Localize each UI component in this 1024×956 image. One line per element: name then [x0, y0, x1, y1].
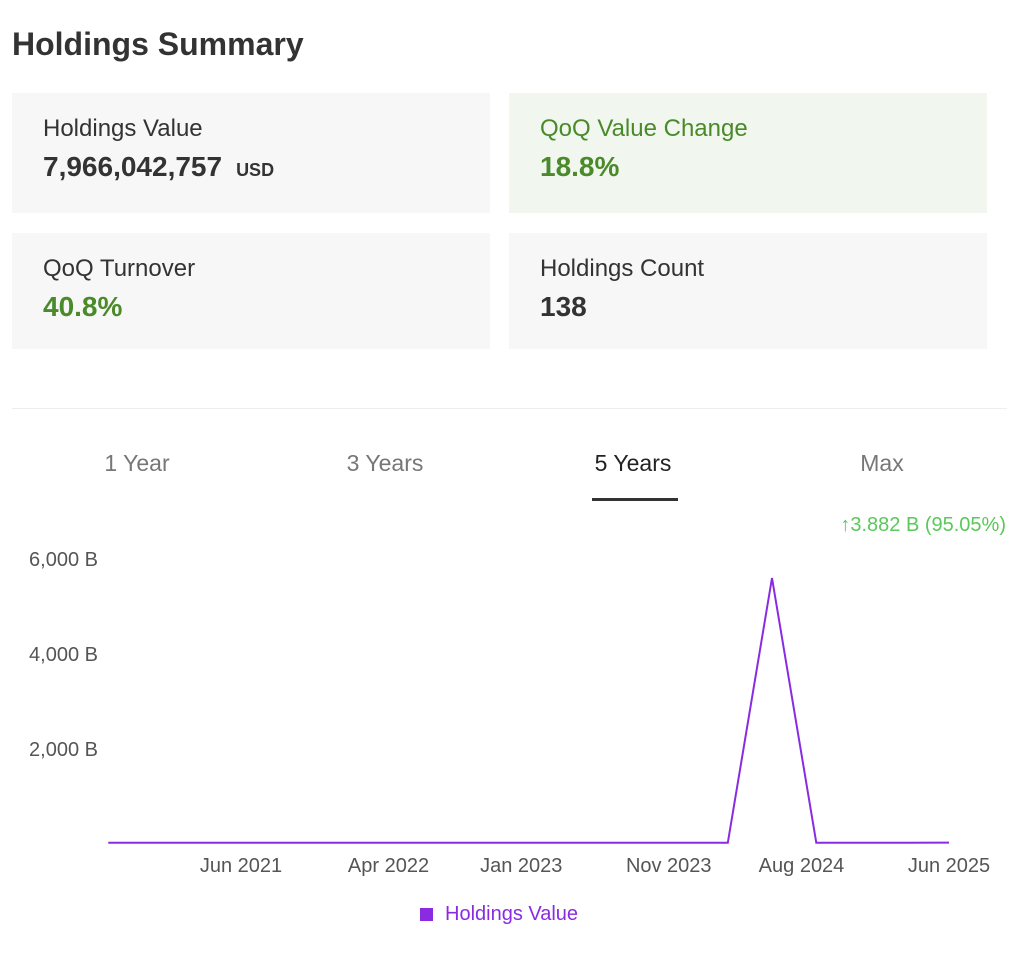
- tab-max[interactable]: Max: [860, 450, 904, 476]
- y-tick-label: 2,000 B: [29, 739, 98, 761]
- card-label: Holdings Count: [540, 255, 705, 282]
- y-tick-label: 4,000 B: [29, 644, 98, 666]
- page-title: Holdings Summary: [12, 26, 304, 62]
- legend-swatch: [420, 908, 433, 921]
- y-tick-label: 6,000 B: [29, 549, 98, 571]
- card-value: 40.8%: [43, 291, 123, 322]
- legend-label: Holdings Value: [445, 903, 579, 925]
- series-line-holdings-value: [108, 577, 950, 844]
- card-label: Holdings Value: [43, 115, 203, 142]
- card-unit: USD: [236, 160, 275, 180]
- tab-5-years[interactable]: 5 Years: [594, 450, 672, 476]
- card-value: 7,966,042,757: [43, 151, 223, 182]
- x-tick-label: Aug 2024: [759, 855, 845, 877]
- x-tick-label: Apr 2022: [348, 855, 429, 877]
- card-value: 18.8%: [540, 151, 620, 182]
- x-tick-label: Nov 2023: [626, 855, 712, 877]
- card-value: 138: [540, 291, 587, 322]
- x-tick-label: Jun 2025: [908, 855, 990, 877]
- card-qoq-turnover: QoQ Turnover 40.8%: [12, 233, 490, 349]
- card-holdings-value: Holdings Value 7,966,042,757 USD: [12, 93, 490, 213]
- card-label: QoQ Turnover: [43, 255, 196, 282]
- legend[interactable]: Holdings Value: [420, 903, 578, 926]
- divider: [12, 408, 1007, 409]
- card-label: QoQ Value Change: [540, 115, 748, 142]
- tab-3-years[interactable]: 3 Years: [346, 450, 424, 476]
- x-tick-label: Jun 2021: [200, 855, 282, 877]
- card-holdings-count: Holdings Count 138: [509, 233, 987, 349]
- period-change: ↑3.882 B (95.05%): [840, 514, 1006, 536]
- card-qoq-value-change: QoQ Value Change 18.8%: [509, 93, 987, 213]
- active-tab-indicator: [592, 498, 678, 501]
- x-tick-label: Jan 2023: [480, 855, 562, 877]
- tab-1-year[interactable]: 1 Year: [104, 450, 170, 476]
